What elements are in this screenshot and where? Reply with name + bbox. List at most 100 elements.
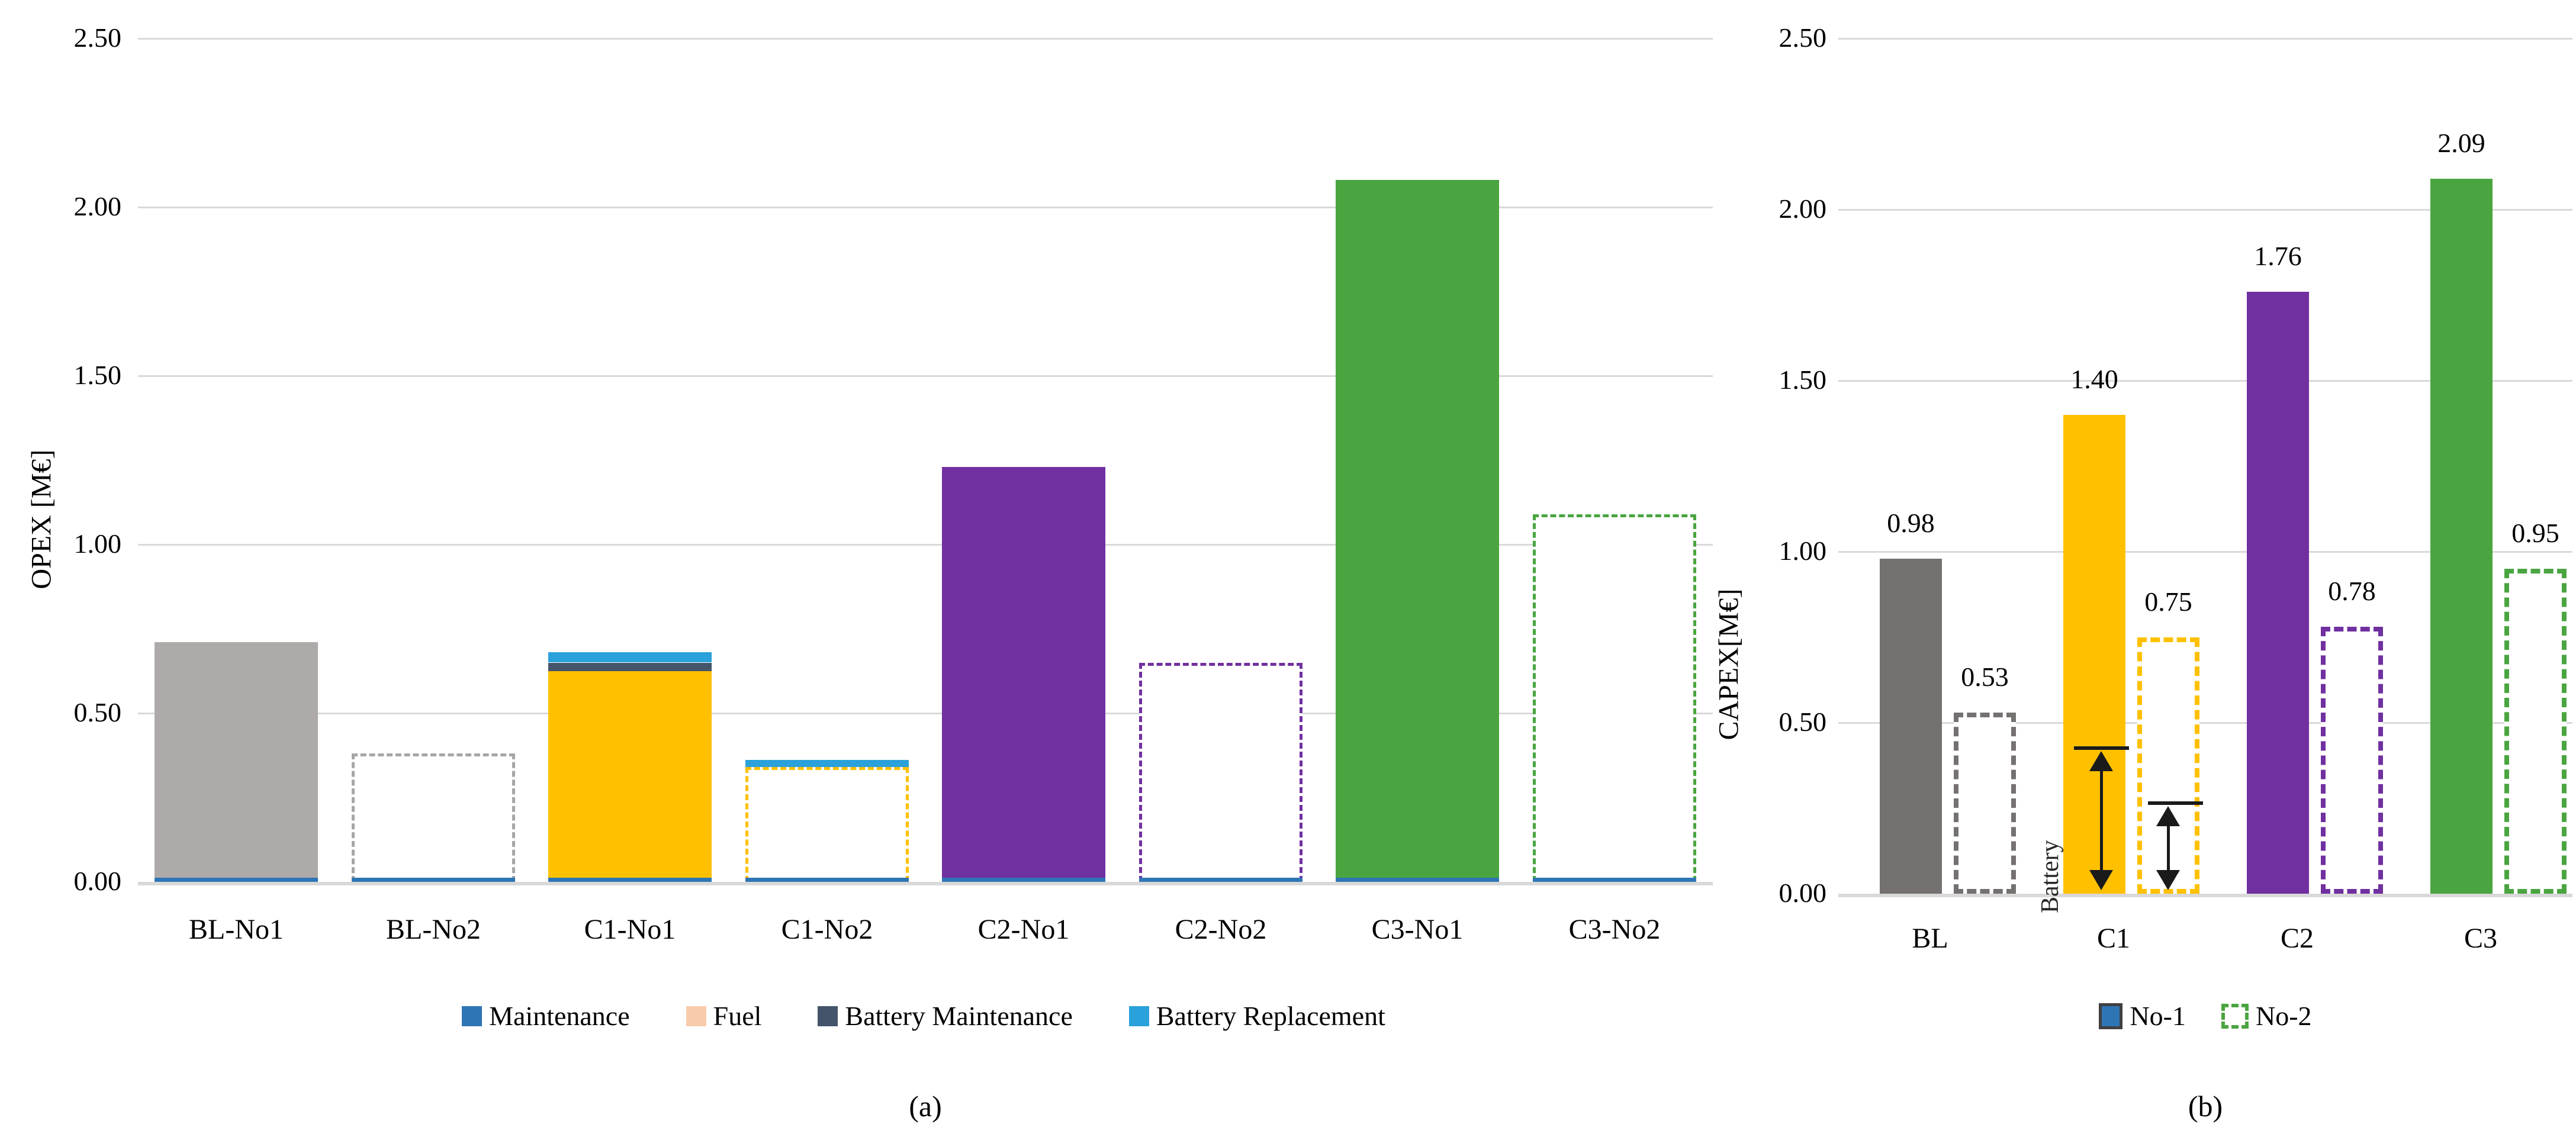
segment-maintenance	[1533, 878, 1696, 882]
y-tick-label: 1.50	[73, 360, 122, 390]
segment-fuel	[155, 642, 318, 878]
battery-cap-line	[2074, 746, 2129, 750]
x-tick-label: C1-No2	[781, 914, 873, 945]
gridline	[138, 713, 1713, 714]
capex-bar-bl-no1: 0.98	[1880, 38, 1942, 894]
legend-label: Battery Replacement	[1156, 1001, 1385, 1031]
value-label: 0.98	[1887, 507, 1935, 538]
battery-arrow-down	[2156, 870, 2180, 890]
segment-maintenance	[548, 878, 712, 882]
legend-swatch-icon	[2099, 1003, 2123, 1029]
capex-bar-c1-no2: 0.75	[2137, 38, 2203, 894]
capex-bar-c1-no1: 1.40 Battery	[2037, 38, 2129, 913]
x-tick-label: C1-No1	[584, 914, 676, 945]
legend-label: No-1	[2130, 1001, 2186, 1031]
legend-item-maintenance: Maintenance	[462, 1000, 630, 1032]
value-label: 2.09	[2437, 127, 2485, 158]
bar-fill	[1880, 558, 1942, 894]
legend-swatch-icon	[2221, 1003, 2249, 1029]
bar-fill	[2247, 291, 2309, 894]
segment-maintenance	[745, 878, 909, 882]
capex-bar-bl-no2: 0.53	[1954, 38, 2016, 894]
gridline	[138, 375, 1713, 377]
battery-arrow-down	[2089, 870, 2113, 890]
gridline	[1838, 722, 2572, 724]
legend-label: Maintenance	[489, 1001, 630, 1031]
gridline	[1838, 551, 2572, 553]
battery-arrow-up	[2156, 806, 2180, 826]
legend-item-battery-replacement: Battery Replacement	[1128, 1000, 1385, 1032]
gridline	[138, 207, 1713, 208]
dashed-outline	[2321, 627, 2383, 894]
opex-bar-bl-no1	[155, 38, 318, 882]
battery-arrow-up	[2089, 751, 2113, 772]
y-tick-label: 2.50	[1779, 22, 1827, 53]
value-label: 0.75	[2144, 586, 2192, 617]
segment-maintenance	[942, 878, 1105, 882]
segment-maintenance	[1139, 878, 1303, 882]
opex-bar-bl-no2	[352, 38, 515, 882]
segment-battery-replacement	[745, 759, 909, 768]
x-axis-line	[1838, 894, 2572, 897]
segment-fuel	[942, 466, 1105, 878]
capex-bar-c3-no1: 2.09	[2430, 38, 2493, 894]
y-tick-label: 0.50	[1779, 707, 1827, 737]
x-tick-label: C1	[2096, 923, 2130, 954]
gridline	[1838, 38, 2572, 40]
legend-item-fuel: Fuel	[686, 1000, 762, 1032]
value-label: 0.78	[2328, 576, 2376, 607]
y-tick-label: 0.00	[1779, 878, 1827, 908]
x-axis-line	[138, 882, 1713, 885]
legend-swatch-icon	[818, 1006, 838, 1026]
battery-cap-line	[2148, 801, 2203, 805]
x-tick-label: C3-No2	[1568, 914, 1661, 945]
legend-label: Fuel	[713, 1001, 762, 1031]
y-tick-label: 0.00	[73, 866, 122, 896]
x-tick-label: C3-No1	[1371, 914, 1464, 945]
opex-bar-c2-no2	[1139, 38, 1303, 882]
y-tick-label: 2.00	[1779, 194, 1827, 224]
segment-maintenance	[1336, 878, 1499, 882]
legend-item-no-2: No-2	[2221, 1000, 2312, 1032]
opex-bar-c1-no2	[745, 38, 909, 882]
value-label: 1.40	[2070, 363, 2118, 394]
battery-annotation-label: Battery	[2037, 840, 2064, 913]
dashed-outline	[1139, 662, 1303, 882]
x-tick-label: BL-No1	[189, 914, 284, 945]
caption-a: (a)	[909, 1090, 942, 1123]
y-tick-label: 2.00	[73, 191, 122, 221]
x-tick-label: C2-No2	[1175, 914, 1267, 945]
y-tick-label: 1.00	[1779, 536, 1827, 566]
legend-swatch-icon	[686, 1006, 706, 1026]
capex-legend: No-1 No-2	[1909, 1000, 2501, 1032]
opex-legend: Maintenance Fuel Battery Maintenance Batter…	[207, 1000, 1640, 1032]
capex-bar-c2-no2: 0.78	[2321, 38, 2383, 894]
opex-bar-c3-no2	[1533, 38, 1696, 882]
legend-label: No-2	[2256, 1001, 2312, 1031]
opex-bar-c2-no1	[942, 38, 1105, 882]
legend-swatch-icon	[1128, 1006, 1149, 1026]
segment-battery-maintenance	[548, 662, 712, 671]
x-tick-label: C2-No1	[977, 914, 1070, 945]
legend-label: Battery Maintenance	[845, 1001, 1073, 1031]
y-tick-label: 1.00	[73, 529, 122, 559]
x-tick-label: C3	[2464, 923, 2497, 954]
opex-bar-c3-no1	[1336, 38, 1499, 882]
segment-fuel	[548, 671, 712, 878]
dashed-outline	[352, 753, 515, 882]
legend-swatch-icon	[462, 1006, 483, 1026]
battery-arrow-line	[2167, 813, 2170, 882]
dashed-outline	[1954, 712, 2016, 894]
dashed-outline	[745, 767, 909, 882]
caption-b: (b)	[2188, 1090, 2223, 1123]
gridline	[138, 38, 1713, 40]
opex-plot-area	[138, 38, 1713, 885]
y-tick-label: 0.50	[73, 697, 122, 727]
value-label: 0.53	[1961, 661, 2009, 692]
dashed-outline	[1533, 514, 1696, 882]
x-tick-label: BL-No2	[386, 914, 481, 945]
legend-item-battery-maintenance: Battery Maintenance	[818, 1000, 1073, 1032]
segment-maintenance	[155, 878, 318, 882]
x-tick-label: BL	[1912, 923, 1948, 954]
